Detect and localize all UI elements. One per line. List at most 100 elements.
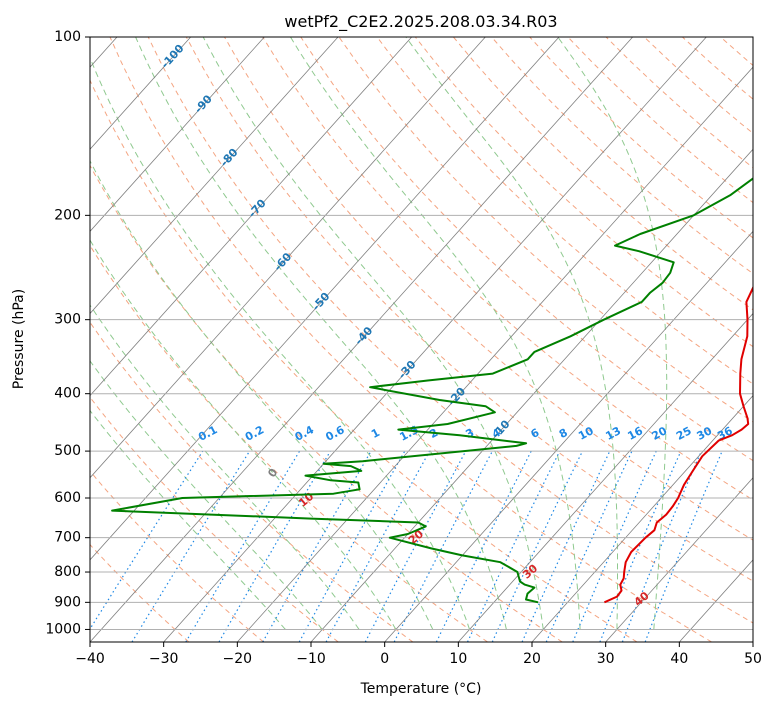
y-tick-label: 500 [54, 443, 81, 459]
dry-adiabat [567, 37, 753, 204]
moist-adiabat [135, 37, 507, 630]
x-tick-label: −40 [75, 651, 105, 667]
mixing-ratio-label: 0.4 [293, 423, 317, 444]
mixing-ratio-line [572, 450, 657, 642]
mixing-ratio-line [218, 450, 331, 642]
mixing-ratio-line [90, 450, 204, 631]
mixing-ratio-line [491, 450, 584, 642]
mixing-ratio-label: 6 [529, 426, 542, 441]
dry-adiabat [643, 37, 753, 134]
x-tick-label: 40 [670, 651, 688, 667]
y-tick-label: 900 [54, 594, 81, 610]
dry-adiabat [90, 321, 414, 642]
isotherm-line [458, 312, 753, 642]
mixing-ratio-label: 16 [625, 424, 645, 443]
mixing-ratio-label: 1 [369, 426, 382, 441]
moist-adiabats [90, 37, 668, 630]
y-tick-label: 400 [54, 386, 81, 402]
x-tick-label: 30 [597, 651, 615, 667]
mixing-ratio-line [599, 450, 682, 642]
mixing-ratio-line [466, 450, 561, 642]
moist-adiabat [90, 360, 323, 630]
mixing-ratio-line [621, 450, 702, 642]
pressure-gridlines [90, 37, 753, 630]
isotherm-line [679, 559, 753, 642]
mixing-ratio-lines [90, 450, 723, 642]
mixing-ratio-label: 8 [557, 426, 570, 441]
mixing-ratio-label: 0.6 [323, 423, 347, 444]
moist-adiabat [90, 409, 286, 630]
dry-adiabat [224, 37, 753, 541]
isotherm-line [237, 66, 753, 642]
profile-lines [111, 177, 753, 604]
dry-adiabat [109, 37, 712, 642]
dry-adiabat [90, 78, 638, 642]
dry-adiabat-label: 30 [520, 562, 540, 582]
dry-adiabat [147, 37, 753, 624]
x-tick-label: −30 [149, 651, 179, 667]
isotherm-line [90, 37, 412, 397]
temperature-line [603, 285, 753, 604]
plot-frame [89, 36, 754, 643]
dry-adiabat [376, 37, 753, 385]
dry-adiabat [90, 543, 190, 642]
mixing-ratio-label: 36 [715, 424, 735, 443]
moist-adiabat [90, 56, 471, 630]
isotherm-line [310, 148, 753, 642]
moist-adiabat-label: 0 [265, 466, 280, 480]
isotherm-line [531, 395, 753, 642]
x-tick-label: 50 [744, 651, 762, 667]
isotherm-line [90, 37, 486, 479]
mixing-ratio-label: 10 [576, 424, 596, 443]
dry-adiabat-label: 40 [632, 589, 652, 609]
isotherm-line [90, 37, 191, 150]
mixing-ratio-label: 0.2 [243, 423, 266, 444]
mixing-ratio-line [185, 450, 301, 642]
moist-adiabat [557, 37, 668, 630]
mixing-ratio-label: 1.5 [397, 423, 420, 444]
y-tick-label: 600 [54, 490, 81, 506]
y-tick-label: 200 [54, 207, 81, 223]
dry-adiabat [90, 244, 488, 642]
dry-adiabat [682, 37, 753, 100]
isotherm-line [90, 37, 265, 232]
y-tick-label: 100 [54, 29, 81, 45]
moist-adiabat [290, 37, 581, 630]
dry-adiabat [720, 37, 753, 67]
y-axis-ticks: 100 200 300 400 500 600 700 800 900 1000 [45, 29, 90, 637]
y-tick-label: 700 [54, 530, 81, 546]
y-tick-label: 300 [54, 312, 81, 328]
y-axis-label: Pressure (hPa) [11, 289, 27, 389]
moist-adiabat [90, 239, 397, 630]
isopleth-labels: 0.1 0.2 0.4 0.6 1 1.5 2 3 4 6 8 10 13 16 20 25 30 36-100-… [159, 42, 736, 609]
mixing-ratio-label: 25 [674, 424, 694, 443]
mixing-ratio-label: 30 [695, 424, 715, 443]
y-tick-label: 1000 [45, 621, 81, 637]
dewpoint-line [111, 177, 753, 604]
isotherms [90, 37, 753, 642]
mixing-ratio-line [298, 450, 406, 642]
dry-adiabat [262, 37, 753, 501]
x-tick-label: 0 [380, 651, 389, 667]
x-axis-ticks: −40 −30 −20 −10 0 10 20 30 40 50 [75, 642, 762, 667]
mixing-ratio-line [521, 450, 611, 642]
dry-adiabat [185, 37, 753, 582]
mixing-ratio-label: 13 [603, 424, 623, 443]
isotherm-line [90, 37, 339, 315]
dry-adiabat [90, 164, 563, 642]
x-axis-label: Temperature (°C) [360, 681, 482, 697]
dry-adiabat [759, 37, 775, 642]
chart-title: wetPf2_C2E2.2025.208.03.34.R03 [284, 12, 557, 32]
mixing-ratio-label: 0.1 [196, 423, 219, 444]
moist-adiabat [405, 37, 618, 630]
moist-adiabat [202, 37, 544, 630]
dry-adiabat [90, 470, 264, 642]
mixing-ratio-line [364, 450, 467, 642]
plot-area: 0.1 0.2 0.4 0.6 1 1.5 2 3 4 6 8 10 13 16 20 25 30 36-100-… [90, 37, 775, 642]
isotherm-line [163, 37, 707, 642]
isotherm-line [90, 37, 560, 561]
mixing-ratio-line [644, 450, 723, 642]
mixing-ratio-line [131, 450, 251, 642]
x-tick-label: 20 [523, 651, 541, 667]
